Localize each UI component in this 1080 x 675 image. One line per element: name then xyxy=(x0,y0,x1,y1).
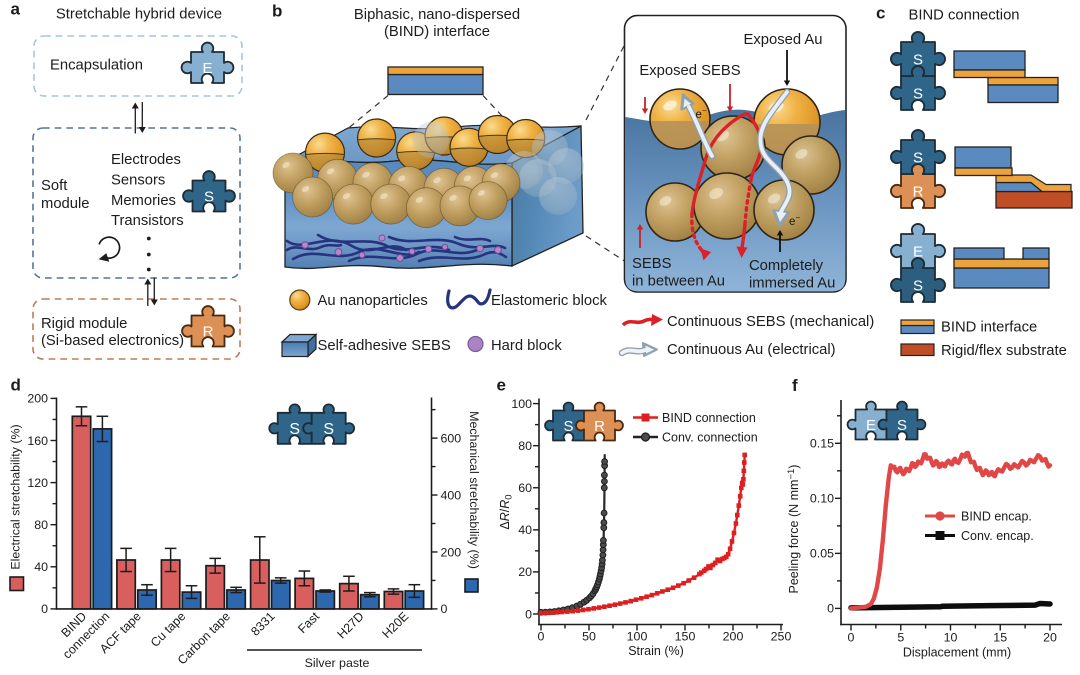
svg-text:S: S xyxy=(897,417,907,434)
svg-text:Conv. encap.: Conv. encap. xyxy=(961,529,1034,543)
svg-text:200: 200 xyxy=(723,630,744,644)
svg-text:Exposed SEBS: Exposed SEBS xyxy=(639,63,740,79)
svg-text:50: 50 xyxy=(582,630,596,644)
svg-text:60: 60 xyxy=(518,481,532,495)
svg-text:200: 200 xyxy=(441,545,462,559)
svg-text:0.05: 0.05 xyxy=(810,547,834,561)
svg-text:R: R xyxy=(203,323,214,340)
svg-text:100: 100 xyxy=(627,630,648,644)
svg-text:0: 0 xyxy=(848,631,855,645)
svg-text:E: E xyxy=(913,243,923,260)
svg-text:Silver paste: Silver paste xyxy=(305,656,370,670)
svg-text:0: 0 xyxy=(827,602,834,616)
svg-text:BIND interface: BIND interface xyxy=(941,320,1037,336)
svg-text:e: e xyxy=(789,216,795,228)
svg-text:Hard block: Hard block xyxy=(491,338,562,354)
svg-text:R: R xyxy=(594,418,605,435)
svg-text:−: − xyxy=(796,213,801,222)
svg-text:80: 80 xyxy=(34,518,48,532)
svg-text:Electrical stretchability (%): Electrical stretchability (%) xyxy=(9,424,23,569)
svg-text:SEBS: SEBS xyxy=(632,256,672,272)
svg-text:Sensors: Sensors xyxy=(111,173,165,189)
svg-text:Peeling force (N mm−1): Peeling force (N mm−1) xyxy=(786,465,801,594)
svg-text:S: S xyxy=(913,149,923,166)
svg-text:Elastomeric block: Elastomeric block xyxy=(491,293,608,309)
svg-text:Transistors: Transistors xyxy=(111,213,184,229)
svg-text:(Si-based electronics): (Si-based electronics) xyxy=(41,333,184,349)
svg-text:0: 0 xyxy=(538,630,545,644)
svg-text:80: 80 xyxy=(518,439,532,453)
svg-text:in between Au: in between Au xyxy=(632,274,725,290)
svg-text:E: E xyxy=(202,60,212,77)
svg-text:Stretchable hybrid device: Stretchable hybrid device xyxy=(56,6,222,22)
svg-text:0.15: 0.15 xyxy=(810,437,834,451)
svg-text:Memories: Memories xyxy=(111,193,176,209)
svg-text:−: − xyxy=(702,106,707,115)
svg-text:Conv. connection: Conv. connection xyxy=(662,431,758,445)
svg-text:e: e xyxy=(696,109,702,121)
svg-text:10: 10 xyxy=(944,631,958,645)
svg-text:Rigid/flex substrate: Rigid/flex substrate xyxy=(941,343,1067,359)
svg-text:f: f xyxy=(792,376,798,395)
svg-text:Continuous Au (electrical): Continuous Au (electrical) xyxy=(667,342,836,358)
svg-text:Biphasic, nano-dispersed: Biphasic, nano-dispersed xyxy=(354,7,520,23)
svg-text:R: R xyxy=(913,183,924,200)
svg-text:S: S xyxy=(323,421,334,438)
svg-text:S: S xyxy=(913,85,923,102)
svg-text:b: b xyxy=(272,2,282,21)
svg-text:Soft: Soft xyxy=(41,178,67,194)
svg-text:Exposed Au: Exposed Au xyxy=(744,32,823,48)
svg-text:200: 200 xyxy=(27,392,48,406)
svg-text:Mechanical stretchability (%): Mechanical stretchability (%) xyxy=(467,411,481,569)
svg-text:Rigid module: Rigid module xyxy=(41,316,127,332)
svg-text:400: 400 xyxy=(441,488,462,502)
svg-text:Self-adhesive SEBS: Self-adhesive SEBS xyxy=(318,338,451,354)
svg-text:ΔR/R0: ΔR/R0 xyxy=(498,494,515,529)
svg-text:immersed Au: immersed Au xyxy=(749,276,835,292)
svg-text:S: S xyxy=(204,188,214,205)
svg-text:S: S xyxy=(913,51,923,68)
svg-text:0: 0 xyxy=(441,602,448,616)
svg-text:module: module xyxy=(41,196,90,212)
svg-text:S: S xyxy=(913,277,923,294)
svg-text:BIND connection: BIND connection xyxy=(909,8,1020,24)
svg-text:Completely: Completely xyxy=(749,258,824,274)
svg-text:S: S xyxy=(289,421,300,438)
svg-text:(BIND) interface: (BIND) interface xyxy=(384,24,490,40)
svg-text:40: 40 xyxy=(518,523,532,537)
svg-text:120: 120 xyxy=(27,476,48,490)
svg-text:100: 100 xyxy=(511,397,532,411)
svg-text:E: E xyxy=(866,417,876,434)
svg-text:e: e xyxy=(497,376,506,395)
svg-text:15: 15 xyxy=(993,631,1007,645)
svg-text:Encapsulation: Encapsulation xyxy=(50,57,143,73)
svg-text:250: 250 xyxy=(771,630,792,644)
svg-text:Continuous SEBS (mechanical): Continuous SEBS (mechanical) xyxy=(667,314,874,330)
svg-text:20: 20 xyxy=(518,565,532,579)
svg-text:Displacement (mm): Displacement (mm) xyxy=(903,646,1011,660)
svg-text:0: 0 xyxy=(525,607,532,621)
svg-text:150: 150 xyxy=(675,630,696,644)
svg-text:600: 600 xyxy=(441,431,462,445)
svg-text:S: S xyxy=(563,418,573,435)
svg-text:20: 20 xyxy=(1043,631,1057,645)
svg-text:Strain (%): Strain (%) xyxy=(628,644,684,658)
svg-text:Electrodes: Electrodes xyxy=(111,152,181,168)
svg-text:160: 160 xyxy=(27,434,48,448)
svg-text:Au nanoparticles: Au nanoparticles xyxy=(318,293,428,309)
svg-text:c: c xyxy=(876,4,885,23)
svg-text:0.10: 0.10 xyxy=(810,492,834,506)
svg-text:BIND encap.: BIND encap. xyxy=(961,510,1032,524)
svg-text:40: 40 xyxy=(34,560,48,574)
svg-text:a: a xyxy=(11,0,21,19)
svg-text:d: d xyxy=(11,376,21,395)
svg-text:5: 5 xyxy=(897,631,904,645)
svg-text:0: 0 xyxy=(41,602,48,616)
svg-text:BIND connection: BIND connection xyxy=(662,411,756,425)
